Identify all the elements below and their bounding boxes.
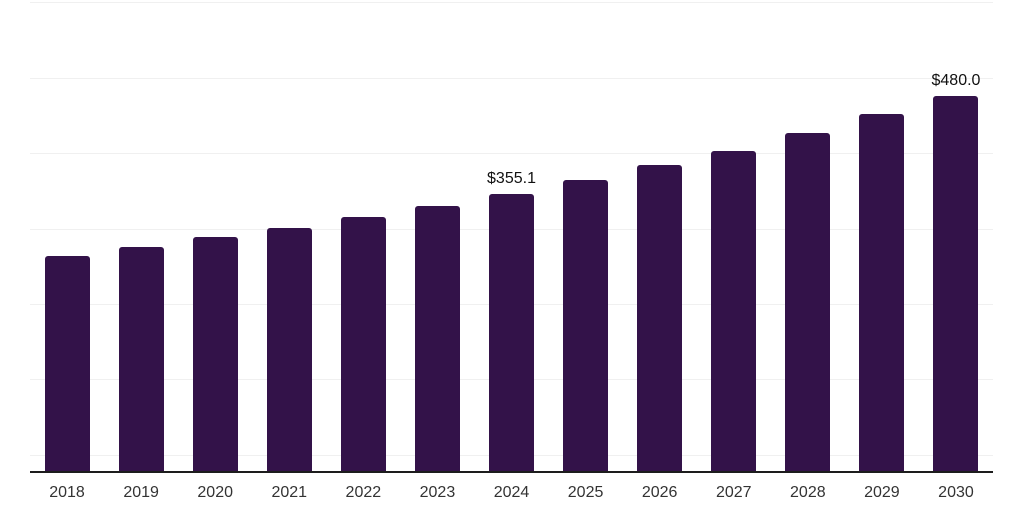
bar-2029[interactable] <box>859 114 905 472</box>
bar-2026[interactable] <box>637 165 683 472</box>
bar-2020[interactable] <box>192 237 238 472</box>
x-tick-2027: 2027 <box>715 484 752 501</box>
bar-2022[interactable] <box>340 217 386 472</box>
bar-2025[interactable] <box>563 180 609 472</box>
bar-column-2022 <box>326 0 400 472</box>
x-tick-2025: 2025 <box>567 484 604 501</box>
bar-2023[interactable] <box>414 206 460 472</box>
x-axis-line <box>30 471 993 473</box>
x-tick-2018: 2018 <box>49 484 85 501</box>
data-label-2024: $355.1 <box>487 169 536 187</box>
bar-column-2018 <box>30 0 104 472</box>
x-tick-2021: 2021 <box>271 484 308 501</box>
bar-column-2030: $480.0 <box>919 0 993 472</box>
bar-2019[interactable] <box>118 246 164 472</box>
bar-column-2024: $355.1 <box>474 0 548 472</box>
x-tick-2020: 2020 <box>197 484 233 501</box>
x-tick-2024: 2024 <box>493 484 530 501</box>
bar-column-2029 <box>845 0 919 472</box>
bar-2028[interactable] <box>785 133 831 472</box>
bar-column-2020 <box>178 0 252 472</box>
x-tick-2019: 2019 <box>123 484 159 501</box>
data-label-2030: $480.0 <box>931 71 981 89</box>
bar-column-2021 <box>252 0 326 472</box>
bar-2030[interactable] <box>933 95 979 472</box>
x-tick-2026: 2026 <box>641 484 678 501</box>
bar-2018[interactable] <box>44 255 90 472</box>
x-tick-2028: 2028 <box>790 484 826 501</box>
plot-area: $355.1 $480.0 <box>30 0 993 473</box>
x-tick-2029: 2029 <box>864 484 900 501</box>
x-tick-2022: 2022 <box>345 484 382 501</box>
bars-container: $355.1 $480.0 <box>30 0 993 472</box>
bar-column-2028 <box>771 0 845 472</box>
bar-column-2019 <box>104 0 178 472</box>
x-tick-2030: 2030 <box>938 484 974 501</box>
x-axis-labels: 2018 2019 2020 2021 2022 2023 2024 2025 2026 2027… <box>30 480 993 506</box>
bar-column-2026 <box>623 0 697 472</box>
bar-column-2027 <box>697 0 771 472</box>
bar-2027[interactable] <box>711 150 757 472</box>
bar-2024[interactable] <box>489 193 534 472</box>
bar-column-2025 <box>549 0 623 472</box>
bar-column-2023 <box>400 0 474 472</box>
bar-2021[interactable] <box>266 228 312 472</box>
x-tick-2023: 2023 <box>419 484 456 501</box>
